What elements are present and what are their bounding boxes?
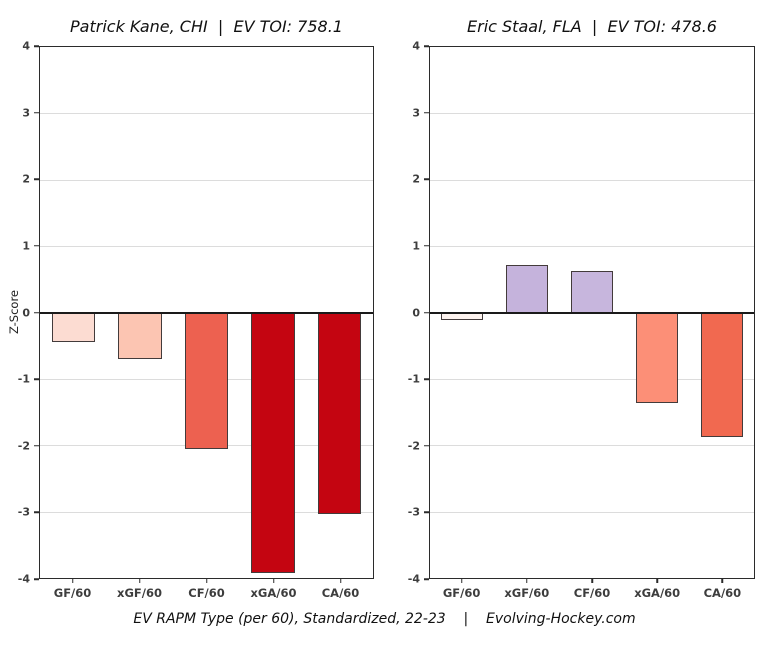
bar-cf-60 bbox=[184, 312, 229, 449]
plot-area-left bbox=[39, 46, 374, 579]
x-axis-left: GF/60 xGF/60 CF/60 xGA/60 CA/60 bbox=[39, 579, 374, 621]
y-tick-label: 2 bbox=[412, 172, 420, 186]
x-tick-mark bbox=[339, 579, 342, 583]
x-tick-label: GF/60 bbox=[53, 586, 92, 600]
x-tick-label: CA/60 bbox=[703, 586, 742, 600]
y-tick-label: 0 bbox=[22, 306, 30, 319]
y-tick-label: -2 bbox=[407, 439, 420, 453]
bar-gf-60 bbox=[51, 312, 95, 343]
x-tick-mark bbox=[591, 579, 593, 583]
y-tick-label: 4 bbox=[412, 39, 420, 53]
x-tick-mark bbox=[656, 579, 658, 583]
x-tick-mark bbox=[526, 579, 528, 583]
x-tick-mark bbox=[138, 579, 141, 583]
gridline bbox=[430, 511, 754, 513]
y-tick-label: -1 bbox=[17, 372, 30, 386]
x-tick-label: GF/60 bbox=[442, 586, 481, 600]
x-tick-label: xGF/60 bbox=[117, 586, 162, 600]
bar-ca-60 bbox=[318, 312, 362, 514]
y-tick-label: 4 bbox=[22, 39, 30, 53]
y-tick-label: -1 bbox=[407, 372, 420, 386]
gridline bbox=[430, 113, 754, 115]
y-tick-label: 3 bbox=[412, 106, 420, 120]
gridline bbox=[40, 246, 373, 248]
x-tick-label: xGA/60 bbox=[250, 586, 297, 600]
y-tick-label: 1 bbox=[22, 239, 30, 253]
zero-line bbox=[430, 311, 754, 314]
plot-area-right bbox=[429, 46, 755, 579]
gridline bbox=[430, 179, 754, 181]
bar-xga-60 bbox=[635, 312, 678, 404]
x-tick-mark bbox=[205, 579, 208, 583]
bar-cf-60 bbox=[570, 271, 614, 313]
x-tick-mark bbox=[721, 579, 724, 583]
bar-xgf-60 bbox=[118, 312, 162, 359]
y-tick-label: 2 bbox=[22, 172, 30, 186]
y-tick-label: -3 bbox=[407, 505, 420, 519]
y-tick-label: 3 bbox=[22, 106, 30, 120]
gridline bbox=[40, 511, 373, 513]
bar-gf-60 bbox=[441, 312, 484, 320]
x-tick-label: CA/60 bbox=[321, 586, 360, 600]
x-tick-mark bbox=[272, 579, 275, 583]
x-tick-label: CF/60 bbox=[573, 586, 611, 600]
chart-panel-left: Patrick Kane, CHI | EV TOI: 758.1 4 3 2 1 0 -… bbox=[18, 17, 374, 600]
chart-panel-right: Eric Staal, FLA | EV TOI: 478.6 4 3 2 1 0 -1 -… bbox=[408, 17, 755, 600]
y-tick-label: -2 bbox=[17, 439, 30, 453]
y-tick-label: 0 bbox=[412, 306, 420, 319]
x-tick-label: xGA/60 bbox=[634, 586, 681, 600]
gridline bbox=[40, 113, 373, 115]
x-tick-mark bbox=[71, 579, 74, 583]
x-tick-mark bbox=[460, 579, 463, 583]
chart-title-left: Patrick Kane, CHI | EV TOI: 758.1 bbox=[70, 17, 343, 36]
gridline bbox=[430, 445, 754, 447]
figure-caption: EV RAPM Type (per 60), Standardized, 22-… bbox=[133, 611, 636, 627]
gridline bbox=[40, 179, 373, 181]
bar-xgf-60 bbox=[506, 264, 549, 313]
y-tick-label: -4 bbox=[17, 572, 30, 586]
gridline bbox=[430, 246, 754, 248]
y-tick-label: -3 bbox=[17, 505, 30, 519]
x-tick-label: CF/60 bbox=[188, 586, 225, 600]
bar-ca-60 bbox=[700, 312, 743, 437]
zero-line bbox=[40, 311, 373, 314]
gridline bbox=[430, 378, 754, 380]
bar-xga-60 bbox=[251, 312, 295, 574]
chart-title-right: Eric Staal, FLA | EV TOI: 478.6 bbox=[467, 17, 717, 36]
y-axis-label: Z-Score bbox=[7, 289, 21, 335]
y-tick-label: 1 bbox=[412, 239, 420, 253]
x-tick-label: xGF/60 bbox=[504, 586, 550, 600]
x-axis-right: GF/60 xGF/60 CF/60 xGA/60 CA/60 bbox=[429, 579, 755, 621]
y-tick-label: -4 bbox=[407, 572, 420, 586]
